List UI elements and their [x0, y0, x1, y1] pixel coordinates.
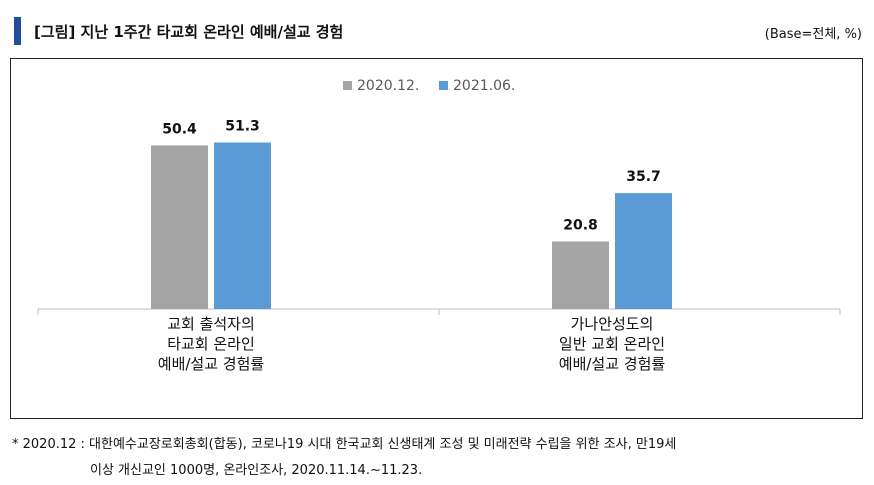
bar-2-2 — [615, 193, 672, 309]
category-label-2-line-3: 예배/설교 경험률 — [559, 355, 666, 373]
data-label-1-2: 51.3 — [225, 118, 260, 134]
base-note: (Base=전체, %) — [764, 27, 862, 42]
chart-title-bar: [그림] 지난 1주간 타교회 온라인 예배/설교 경험 (Base=전체, %… — [6, 17, 870, 45]
legend-swatch-2 — [439, 81, 448, 90]
data-label-2-1: 20.8 — [563, 217, 598, 233]
bar-2-1 — [552, 241, 609, 309]
category-label-1-line-2: 타교회 온라인 — [167, 335, 255, 353]
data-label-1-1: 50.4 — [162, 121, 197, 137]
category-label-2-line-1: 가나안성도의 — [571, 315, 654, 333]
category-label-2-line-2: 일반 교회 온라인 — [559, 335, 665, 353]
title-accent-bar — [14, 17, 21, 45]
legend-label-1: 2020.12. — [357, 78, 419, 94]
chart-title: [그림] 지난 1주간 타교회 온라인 예배/설교 경험 — [34, 23, 344, 41]
legend-label-2: 2021.06. — [453, 78, 515, 94]
legend-swatch-1 — [343, 81, 352, 90]
category-label-1-line-3: 예배/설교 경험률 — [158, 355, 265, 373]
footnote-line-1: * 2020.12 : 대한예수교장로회총회(합동), 코로나19 시대 한국교… — [12, 437, 677, 452]
data-label-2-2: 35.7 — [626, 169, 661, 185]
category-label-1-line-1: 교회 출석자의 — [167, 315, 255, 333]
bar-1-2 — [214, 142, 271, 309]
footnote-line-2: 이상 개신교인 1000명, 온라인조사, 2020.11.14.~11.23. — [90, 463, 423, 478]
bar-1-1 — [151, 145, 208, 309]
